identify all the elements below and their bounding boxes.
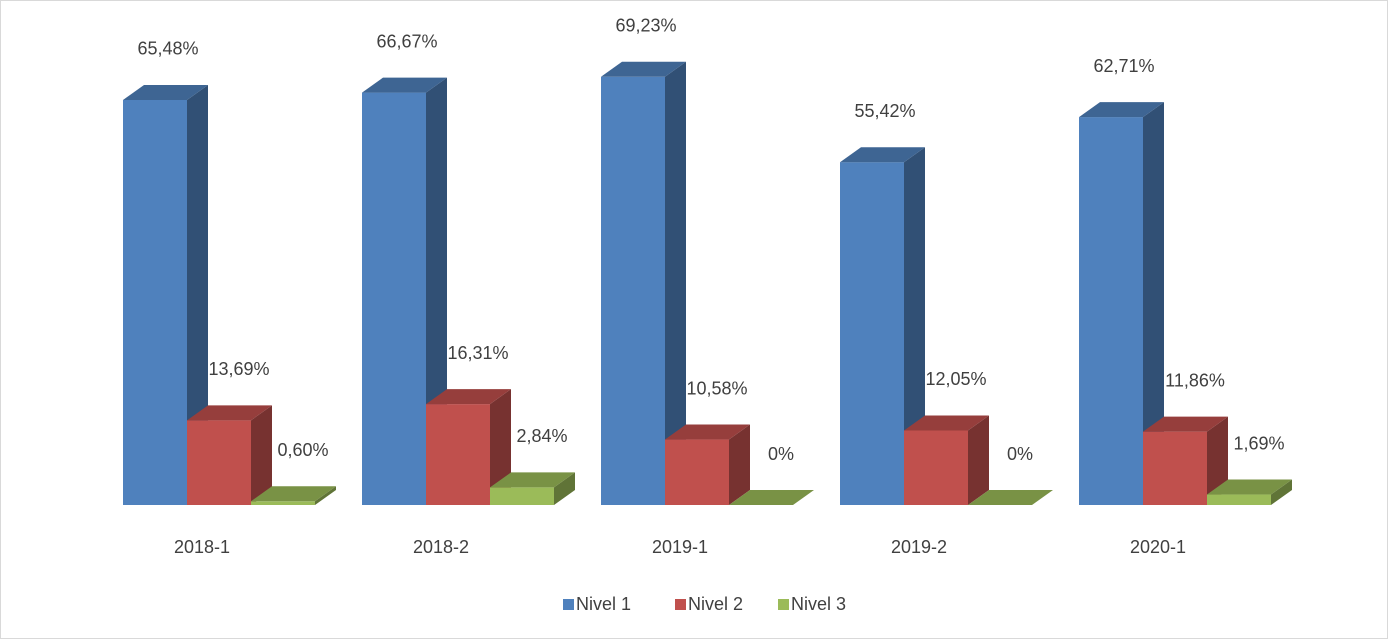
value-label: 12,05% — [925, 369, 986, 389]
legend-label: Nivel 3 — [791, 594, 846, 614]
x-tick-label: 2020-1 — [1130, 537, 1186, 557]
bar — [1207, 479, 1292, 505]
bar-side — [904, 147, 925, 505]
bar-side — [187, 84, 208, 506]
bar — [1143, 416, 1228, 505]
bar-top — [904, 415, 989, 431]
bar-front — [1079, 117, 1143, 505]
bar — [729, 490, 814, 505]
bar-top — [426, 389, 511, 405]
bar-side — [1207, 416, 1228, 505]
value-label: 55,42% — [854, 101, 915, 121]
value-label: 0% — [1007, 444, 1033, 464]
bar — [840, 147, 925, 505]
bar-side — [251, 405, 272, 505]
bar-front — [490, 487, 554, 505]
bar-side — [490, 389, 511, 505]
bar — [490, 472, 575, 505]
bar — [665, 424, 750, 505]
value-label: 1,69% — [1233, 433, 1284, 453]
value-label: 10,58% — [686, 378, 747, 398]
bar-side — [968, 415, 989, 505]
bar — [251, 486, 336, 505]
bar-top — [601, 61, 686, 77]
bar-top — [1079, 102, 1164, 118]
bar-front — [426, 404, 490, 505]
legend-swatch — [778, 599, 789, 610]
bar-top — [1207, 479, 1292, 495]
bar-front — [1207, 494, 1271, 505]
bar — [1079, 102, 1164, 505]
bar-top — [490, 472, 575, 488]
bar-side — [554, 472, 575, 505]
bar-side — [1143, 102, 1164, 505]
bar-side — [1271, 479, 1292, 505]
value-label: 16,31% — [447, 343, 508, 363]
bar-top — [251, 486, 336, 502]
bar-front — [251, 501, 315, 505]
bar — [968, 490, 1053, 505]
bar-side — [315, 486, 336, 505]
value-label: 69,23% — [615, 16, 676, 36]
bar — [362, 77, 447, 506]
value-label: 62,71% — [1093, 56, 1154, 76]
bar-top — [665, 424, 750, 440]
bar-top — [362, 77, 447, 93]
bar-top — [729, 490, 814, 505]
value-label: 65,48% — [137, 39, 198, 59]
bar-top — [1143, 416, 1228, 432]
bar-front — [362, 92, 426, 506]
bar-front — [840, 162, 904, 505]
legend-swatch — [675, 599, 686, 610]
bar-front — [187, 420, 251, 505]
bar-side — [665, 61, 686, 505]
x-tick-label: 2018-1 — [174, 537, 230, 557]
bar-front — [601, 76, 665, 505]
bar-top — [840, 147, 925, 163]
bar — [123, 84, 208, 506]
bar-front — [665, 439, 729, 505]
bar-front — [904, 430, 968, 505]
value-label: 66,67% — [376, 31, 437, 51]
legend-label: Nivel 2 — [688, 594, 743, 614]
bar-top — [968, 490, 1053, 505]
x-tick-label: 2018-2 — [413, 537, 469, 557]
bar — [904, 415, 989, 505]
bar-front — [1143, 431, 1207, 505]
legend-swatch — [563, 599, 574, 610]
value-label: 2,84% — [516, 426, 567, 446]
bar — [426, 389, 511, 505]
bar-top — [187, 405, 272, 421]
bar-top — [123, 84, 208, 100]
x-tick-label: 2019-2 — [891, 537, 947, 557]
value-label: 0,60% — [277, 440, 328, 460]
value-label: 13,69% — [208, 359, 269, 379]
value-label: 0% — [768, 444, 794, 464]
bar-side — [729, 424, 750, 505]
value-label: 11,86% — [1165, 370, 1225, 390]
bar — [187, 405, 272, 505]
legend-label: Nivel 1 — [576, 594, 631, 614]
x-tick-label: 2019-1 — [652, 537, 708, 557]
bar — [601, 61, 686, 505]
bar-front — [123, 99, 187, 506]
